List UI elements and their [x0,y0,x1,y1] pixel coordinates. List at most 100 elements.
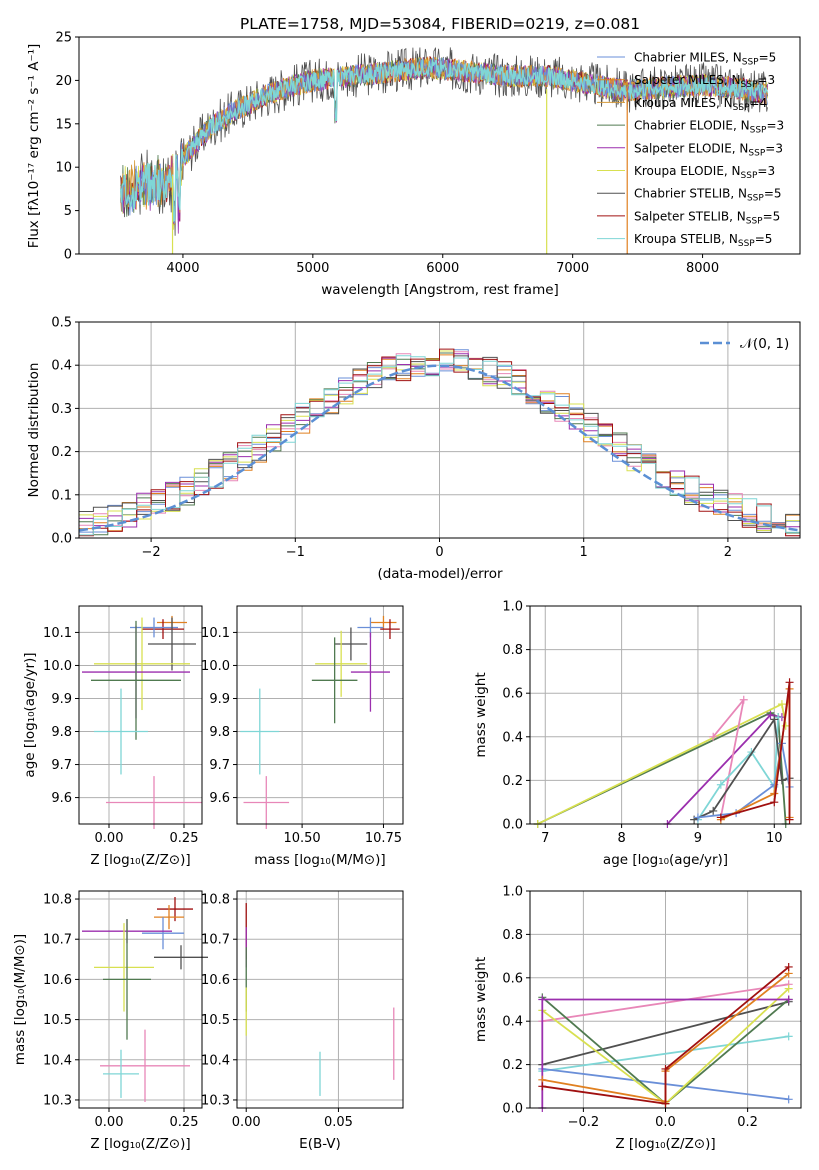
xtick-label: 0.00 [95,1115,124,1130]
xlabel-age_vs_Z: Z [log₁₀(Z/Z⊙)] [90,852,190,868]
ylabel-mass_vs_Z: mass [log₁₀(M/M⊙)] [12,934,28,1065]
spectrum-xtick-label: 6000 [426,261,459,276]
marker-chabrier_stelib [690,815,699,824]
xtick-label: 0.05 [324,1115,353,1130]
spectrum-ytick-label: 10 [55,161,72,176]
histogram-ticks: −2 −1 0 1 2 0.0 0.1 0.2 0.3 0.4 0.5 [51,316,732,561]
marker-chabrier_miles [784,1095,793,1104]
marker-kroupa_stelib [774,713,783,722]
axes-frame-weight_vs_Z [529,890,802,1109]
legend-label-kroupa_stelib: Kroupa STELIB, NSSP=5 [634,232,772,249]
ytick-label: 10.4 [201,1053,230,1068]
marker-salpeter_stelib [770,798,779,807]
errorbar-kroupa_elodie [94,617,190,711]
errorbar-salpeter_elodie [350,632,390,712]
panel-mass_vs_ebv: 0.00 0.05 10.3 10.4 10.5 10.6 10.7 10.8 E(B-V) [201,890,404,1152]
histogram-ytick-label: 0.4 [51,359,72,374]
xlabel-weight_vs_Z: Z [log₁₀(Z/Z⊙)] [615,1136,715,1152]
histogram-ylabel: Normed distribution [26,363,42,498]
legend-label-kroupa_miles: Kroupa MILES, NSSP=4 [634,96,767,113]
histogram-xtick-label: −1 [286,545,305,560]
ytick-label: 0.4 [502,1015,523,1030]
axes-frame-mass_vs_ebv [236,890,404,1109]
marker-chabrier_stelib [777,776,786,785]
marker-kroupa_stelib [784,1032,793,1041]
errorbar-chabrier_stelib [334,627,368,661]
xlabel-age_vs_mass: mass [log₁₀(M/M⊙)] [254,852,385,868]
spectrum-ytick-label: 5 [64,204,72,219]
spectrum-lines [119,47,769,254]
marker-salpeter_stelib [661,1064,670,1073]
marker-chabrier_stelib [770,715,779,724]
line-pink [542,983,789,1023]
spectrum-ytick-label: 0 [64,248,72,263]
histogram-ytick-label: 0.3 [51,402,72,417]
marker-pink [739,695,748,704]
legend-label-salpeter_elodie: Salpeter ELODIE, NSSP=3 [634,141,783,158]
content-age_vs_mass [240,615,400,829]
spectrum-ytick-label: 25 [55,31,72,46]
axes-frame-weight_vs_age [529,605,802,825]
legend-label-kroupa_elodie: Kroupa ELODIE, NSSP=3 [634,164,775,181]
ylabel-weight_vs_Z: mass weight [473,957,489,1042]
spectrum-ticks: 4000 5000 6000 7000 8000 0 5 10 15 20 25 [55,31,719,277]
panel-age_vs_Z: 0.00 0.25 9.6 9.7 9.8 9.9 10.0 10.1 Z [log₁₀(Z/Z… [22,605,203,868]
spectrum-xtick-label: 4000 [166,261,199,276]
errorbar-pink [243,776,290,829]
errorbar-chabrier_elodie [103,919,151,1040]
ytick-label: 9.9 [51,692,72,707]
histogram-ytick-label: 0.1 [51,488,72,503]
errorbar-chabrier_elodie [91,620,181,740]
ytick-label: 0.8 [502,928,523,943]
spectrum-xtick-label: 8000 [686,261,719,276]
xtick-label: 0.25 [170,831,199,846]
xtick-label: 0.00 [232,1115,261,1130]
ytick-label: 9.9 [209,692,230,707]
marker-kroupa_elodie [781,721,790,730]
errorbar-kroupa_stelib [94,688,148,775]
content-age_vs_Z [82,615,202,829]
xtick-label: 9 [694,831,702,846]
line-chabrier_elodie [537,711,787,825]
errorbar-kroupa_stelib [103,1049,139,1098]
errorbar-kroupa_elodie [94,923,154,1012]
marker-chabrier_miles [693,813,702,822]
ytick-label: 0.2 [502,774,523,789]
panel-age_vs_mass: 10.50 10.75 9.6 9.7 9.8 9.9 10.0 10.1 mass [log₁… [201,605,404,868]
axes-frame-age_vs_Z [78,605,203,825]
spectrum-panel: 4000 5000 6000 7000 8000 0 5 10 15 20 25 wavelengt… [26,31,801,298]
ytick-label: 10.5 [43,1013,72,1028]
marker-pink [709,732,718,741]
errorbar-salpeter_stelib [380,619,400,640]
xtick-label: 0.25 [170,1115,199,1130]
histogram-series [79,348,800,537]
marker-salpeter_elodie [784,995,793,1004]
legend-label-salpeter_stelib: Salpeter STELIB, NSSP=5 [634,209,780,226]
axes-frame-mass_vs_Z [78,890,203,1109]
line-kroupa_stelib [542,1035,789,1072]
normal-legend-label: 𝒩(0, 1) [740,336,789,352]
marker-kroupa_stelib [716,780,725,789]
spectrum-xtick-label: 5000 [296,261,329,276]
ytick-label: 9.8 [51,725,72,740]
xtick-label: 10.75 [365,831,402,846]
ytick-label: 0.6 [502,971,523,986]
axes-frame-age_vs_mass [236,605,404,825]
ytick-label: 0.8 [502,643,523,658]
ytick-label: 10.8 [43,893,72,908]
normal-distribution-curve [78,364,801,532]
marker-salpeter_stelib [716,813,725,822]
ylabel-age_vs_Z: age [log₁₀(age/yr)] [22,652,38,777]
line-salpeter_stelib [542,966,790,1105]
errorbar-pink [100,1029,190,1102]
marker-salpeter_elodie [538,995,547,1004]
histogram-xtick-label: 0 [435,545,443,560]
marker-salpeter_stelib [661,1099,670,1108]
ytick-label: 10.6 [43,973,72,988]
figure-title: PLATE=1758, MJD=53084, FIBERID=0219, z=0… [240,15,640,33]
ytick-label: 9.7 [209,758,230,773]
ytick-label: 10.6 [201,973,230,988]
line-chabrier_stelib [542,1000,789,1066]
spectrum-axes-frame [78,36,801,255]
